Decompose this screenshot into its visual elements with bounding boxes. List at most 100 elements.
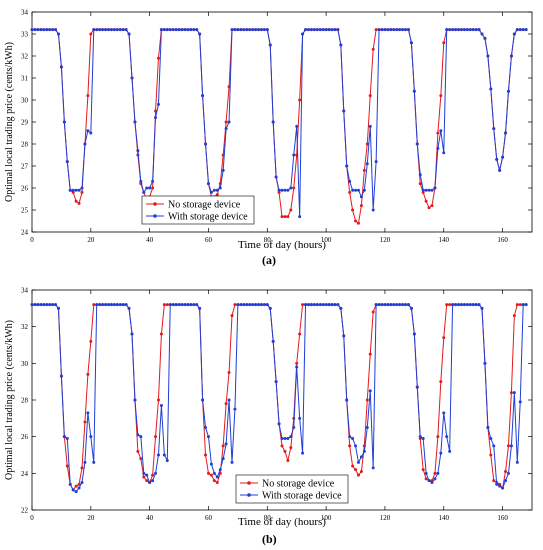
data-point [468,28,472,32]
data-point [368,124,372,128]
data-point [218,186,222,190]
x-tick-label: 0 [30,514,34,522]
data-point [280,215,284,219]
data-point [524,303,528,307]
panel-label-b: (b) [262,532,277,546]
data-point [101,303,105,307]
data-point [492,479,496,483]
data-point [101,28,105,32]
data-point [406,303,410,307]
data-point [421,190,425,194]
data-point [386,303,390,307]
data-point [154,116,158,120]
data-point [436,131,440,135]
data-point [204,142,208,146]
data-point [174,303,178,307]
x-tick-label: 60 [205,514,213,522]
data-point [165,28,169,32]
data-point [465,303,469,307]
data-point [174,28,178,32]
data-point [354,188,358,192]
data-point [145,186,149,190]
data-point [468,303,472,307]
data-point [189,28,193,32]
data-point [92,460,96,464]
data-point [295,124,299,128]
data-point [30,303,34,307]
data-point [433,477,437,481]
data-point [212,479,216,483]
data-point [139,435,143,439]
data-point [298,416,302,420]
data-point [289,208,293,212]
data-point [239,303,243,307]
data-point [427,188,431,192]
data-point [512,314,516,318]
data-point [318,28,322,32]
data-point [295,361,299,365]
data-point [280,437,284,440]
data-point [33,28,37,32]
data-point [368,352,372,356]
data-point [221,168,225,172]
data-point [512,391,516,395]
data-point [418,173,422,177]
data-point [268,43,272,47]
data-point [209,473,213,477]
x-tick-label: 100 [321,236,332,244]
data-point [115,28,119,32]
data-point [212,471,216,475]
data-point [127,306,131,310]
data-point [330,28,334,32]
data-point [436,146,440,150]
data-point [233,303,237,307]
data-point [68,482,72,486]
data-point [274,380,278,384]
data-point [383,28,387,32]
data-point [42,28,46,32]
data-point [306,303,310,307]
data-point [362,168,366,172]
data-point [477,303,481,307]
y-tick-label: 32 [21,53,29,61]
data-point [274,175,278,179]
data-point [124,28,128,32]
data-point [89,339,93,343]
data-point [501,155,505,159]
data-point [209,462,213,466]
data-point [154,435,158,439]
data-point [145,473,149,477]
data-point [439,451,443,455]
data-point [154,109,158,113]
legend-marker [247,481,251,485]
data-point [189,303,193,307]
data-point [248,28,252,32]
series-line [32,304,527,493]
data-point [362,188,366,192]
data-point [509,391,513,395]
data-point [218,468,222,472]
panel-label-a: (a) [262,253,276,267]
data-point [292,426,296,429]
y-tick-label: 30 [21,360,29,368]
data-point [224,402,228,406]
data-point [136,149,140,153]
y-tick-label: 22 [21,507,29,515]
data-point [433,186,437,190]
data-point [289,446,293,450]
data-point [212,188,216,192]
data-point [89,32,93,36]
x-tick-label: 80 [264,514,272,522]
data-point [251,303,255,307]
data-point [83,142,87,146]
data-point [118,28,122,32]
data-point [65,437,69,440]
data-point [436,471,440,475]
x-tick-label: 40 [146,236,154,244]
data-point [104,28,108,32]
data-point [256,28,260,32]
data-point [336,303,340,307]
data-point [339,43,343,47]
data-point [415,385,419,389]
